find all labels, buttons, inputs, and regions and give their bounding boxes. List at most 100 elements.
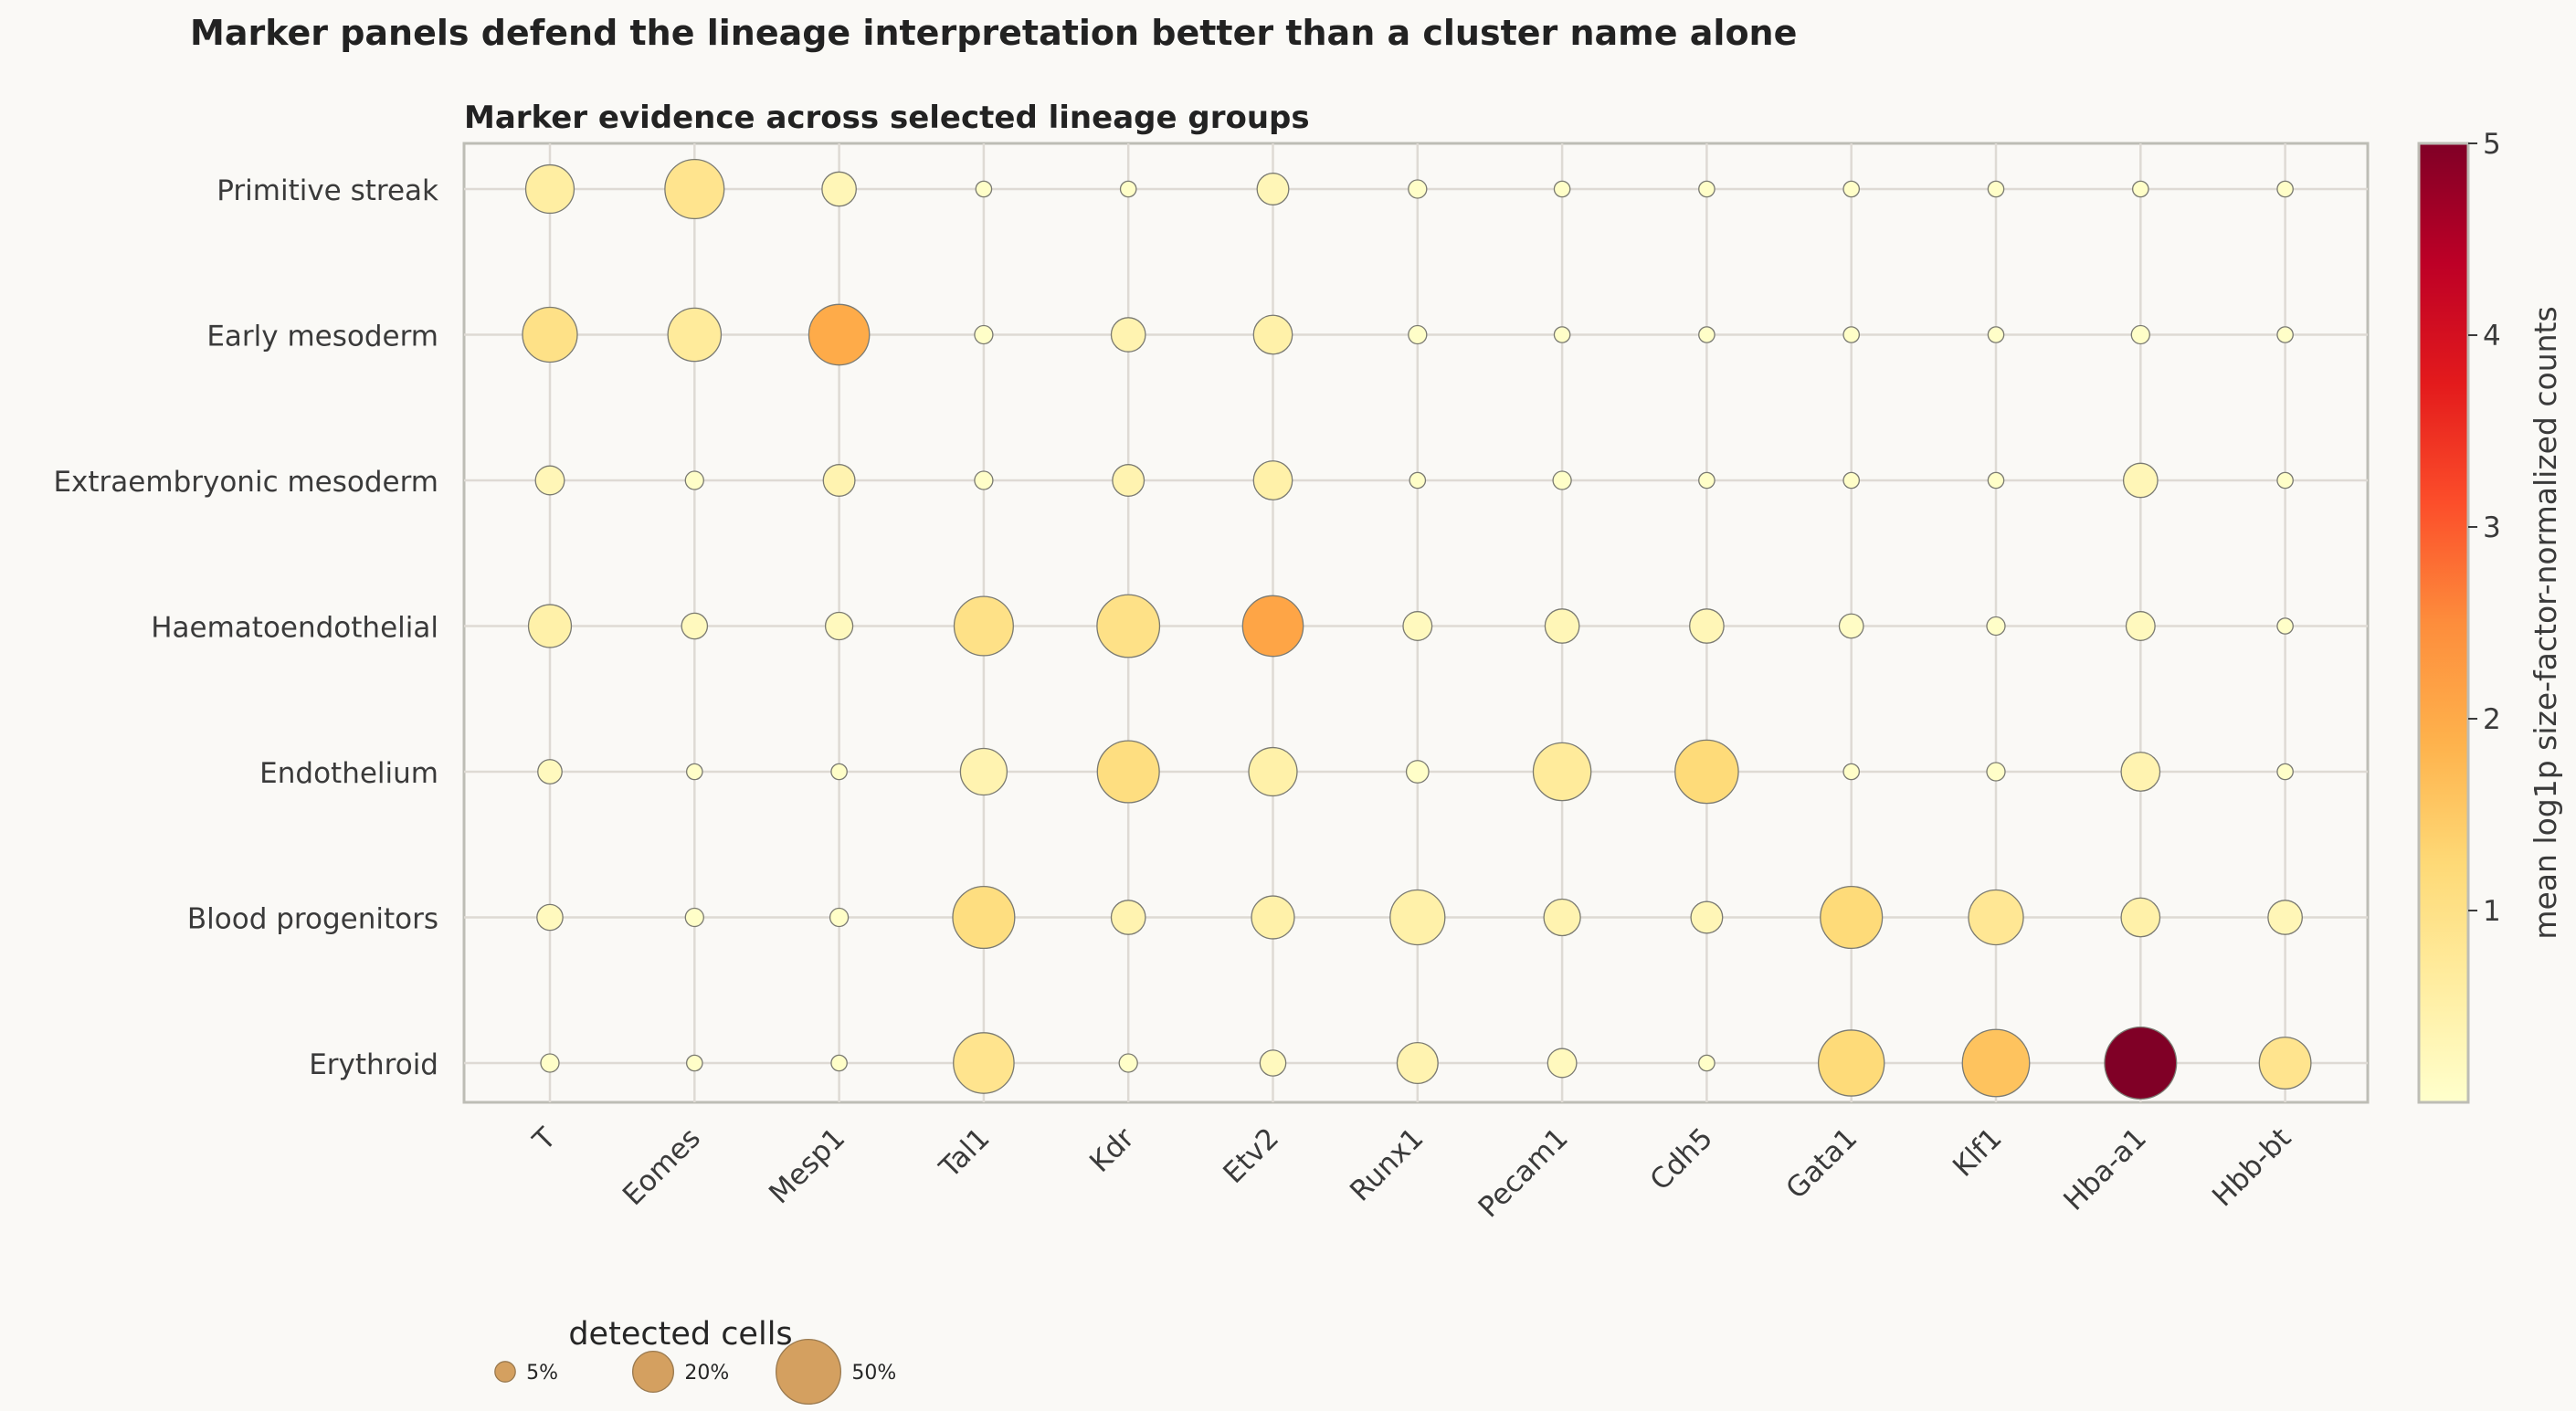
dot-extraembryonic-mesoderm-cdh5 [1698,471,1716,490]
dot-extraembryonic-mesoderm-klf1 [1987,471,2005,490]
x-tick-kdr: Kdr [1083,1121,1141,1179]
dot-erythroid-hbb-bt [2258,1037,2312,1090]
dot-extraembryonic-mesoderm-gata1 [1842,471,1861,490]
figure-title: Marker panels defend the lineage interpr… [190,13,1798,53]
dot-early-mesoderm-runx1 [1408,324,1428,345]
dot-blood-progenitors-hbb-bt [2267,900,2303,935]
x-tick-runx1: Runx1 [1344,1121,1430,1207]
marker-dots [522,158,2312,1100]
y-tick-erythroid: Erythroid [309,1048,438,1081]
dot-blood-progenitors-gata1 [1820,885,1884,950]
dot-erythroid-runx1 [1396,1041,1439,1085]
size-legend-marker [631,1350,675,1394]
x-tick-klf1: Klf1 [1947,1121,2009,1184]
dot-extraembryonic-mesoderm-eomes [684,470,704,490]
colorbar-tick-label: 2 [2483,703,2501,736]
dot-primitive-streak-cdh5 [1698,180,1716,198]
dot-extraembryonic-mesoderm-hba-a1 [2122,462,2159,499]
dot-haematoendothelial-tal1 [953,595,1014,657]
dot-primitive-streak-gata1 [1842,180,1861,198]
colorbar-scale [2417,142,2470,1104]
dot-blood-progenitors-kdr [1110,900,1146,935]
dot-endothelium-hbb-bt [2276,763,2294,781]
dot-endothelium-tal1 [959,747,1008,796]
dot-endothelium-gata1 [1842,763,1861,781]
dot-primitive-streak-tal1 [975,180,993,198]
size-legend-title: detected cells [568,1316,792,1353]
size-legend-label: 5% [526,1362,558,1385]
colorbar-label: mean log1p size-factor-normalized counts [2528,306,2563,939]
dot-erythroid-eomes [685,1054,703,1072]
dot-endothelium-mesp1 [830,763,848,781]
dot-haematoendothelial-gata1 [1838,613,1864,639]
dot-erythroid-tal1 [953,1032,1015,1094]
colorbar-tick-label: 1 [2483,895,2501,928]
dot-primitive-streak-runx1 [1408,179,1428,199]
dot-extraembryonic-mesoderm-kdr [1112,464,1145,497]
dot-erythroid-etv2 [1259,1049,1287,1077]
dot-extraembryonic-mesoderm-t [534,465,565,496]
y-tick-early-mesoderm: Early mesoderm [206,321,438,353]
dot-early-mesoderm-etv2 [1252,314,1293,355]
dot-haematoendothelial-kdr [1096,594,1161,658]
dot-endothelium-kdr [1096,740,1160,804]
dot-haematoendothelial-hbb-bt [2276,617,2294,635]
dot-early-mesoderm-cdh5 [1698,326,1716,343]
dot-haematoendothelial-t [527,604,573,648]
dot-early-mesoderm-kdr [1110,317,1146,353]
dot-haematoendothelial-runx1 [1402,611,1433,641]
size-legend-label: 20% [684,1362,729,1385]
dot-endothelium-eomes [685,763,703,781]
dot-early-mesoderm-eomes [667,307,723,363]
size-legend-label: 50% [851,1362,896,1385]
dot-haematoendothelial-hba-a1 [2125,611,2156,641]
colorbar-tick-label: 5 [2483,128,2501,161]
dot-early-mesoderm-tal1 [974,324,994,345]
dot-primitive-streak-eomes [664,158,725,220]
colorbar-tick-label: 4 [2483,320,2501,353]
x-tick-pecam1: Pecam1 [1473,1121,1575,1224]
dot-erythroid-t [540,1053,560,1073]
size-legend-marker [494,1361,516,1383]
dot-haematoendothelial-cdh5 [1689,608,1725,644]
dot-haematoendothelial-etv2 [1241,595,1304,658]
x-tick-labels: T Eomes Mesp1 Tal1 Kdr Etv2 Runx1 Pecam1 Cdh5 Gat… [526,1121,2297,1224]
size-legend-entries: 5% 20% 50% [494,1338,896,1406]
dot-erythroid-pecam1 [1547,1048,1578,1079]
size-legend-marker [775,1338,842,1406]
x-tick-eomes: Eomes [617,1121,707,1212]
y-tick-primitive-streak: Primitive streak [216,174,438,207]
dot-early-mesoderm-pecam1 [1553,326,1571,343]
dot-blood-progenitors-tal1 [952,885,1016,950]
dot-blood-progenitors-cdh5 [1690,900,1724,934]
y-tick-haematoendothelial: Haematoendothelial [151,612,438,645]
x-tick-cdh5: Cdh5 [1644,1121,1720,1197]
dot-erythroid-kdr [1118,1053,1138,1073]
dot-blood-progenitors-runx1 [1389,889,1446,946]
x-tick-t: T [526,1121,563,1157]
dot-primitive-streak-etv2 [1256,173,1290,205]
x-tick-hbb-bt: Hbb-bt [2206,1121,2297,1213]
dot-endothelium-hba-a1 [2120,752,2161,792]
dot-primitive-streak-hba-a1 [2131,180,2149,198]
dot-haematoendothelial-eomes [681,612,709,640]
dot-early-mesoderm-hbb-bt [2276,326,2294,343]
dot-early-mesoderm-mesp1 [808,303,871,366]
dot-endothelium-cdh5 [1674,739,1739,805]
dot-extraembryonic-mesoderm-pecam1 [1552,470,1572,490]
size-legend: detected cells 5% 20% 50% [494,1316,896,1406]
dot-primitive-streak-klf1 [1987,180,2005,198]
dot-haematoendothelial-klf1 [1986,616,2006,637]
dot-extraembryonic-mesoderm-runx1 [1409,471,1427,490]
dot-haematoendothelial-pecam1 [1544,608,1580,644]
dot-early-mesoderm-hba-a1 [2130,324,2150,345]
plot-title: Marker evidence across selected lineage … [464,100,1310,136]
dot-endothelium-klf1 [1986,762,2006,782]
dot-erythroid-mesp1 [830,1054,848,1072]
dot-blood-progenitors-eomes [684,907,704,928]
dot-extraembryonic-mesoderm-etv2 [1252,460,1293,500]
x-tick-mesp1: Mesp1 [763,1121,851,1210]
dot-blood-progenitors-klf1 [1968,889,2024,946]
x-tick-gata1: Gata1 [1779,1121,1863,1206]
dot-blood-progenitors-pecam1 [1543,898,1581,937]
